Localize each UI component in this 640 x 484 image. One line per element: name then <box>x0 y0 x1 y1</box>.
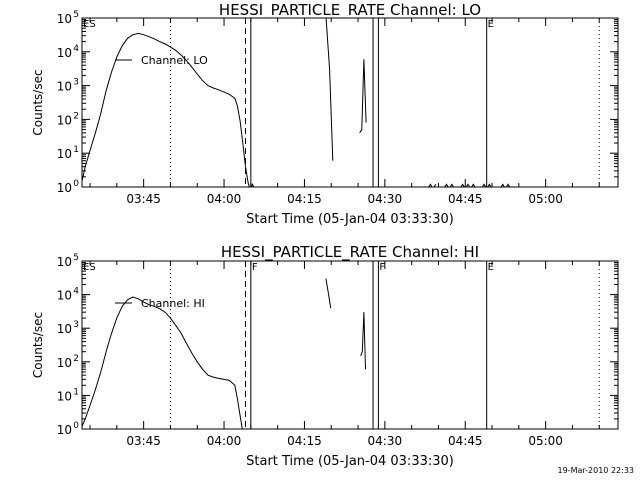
y-tick-exponent: 2 <box>73 111 79 121</box>
y-tick-exponent: 1 <box>73 145 79 155</box>
series-line <box>82 296 243 429</box>
y-axis-label: Counts/sec <box>31 69 45 135</box>
series-line <box>460 183 476 187</box>
event-line-label: E <box>488 19 494 30</box>
event-line-label: F <box>252 262 258 273</box>
legend-label: Channel: LO <box>141 54 208 67</box>
x-tick-label: 05:00 <box>528 192 563 206</box>
y-tick-exponent: 2 <box>73 354 79 364</box>
x-axis-label: Start Time (05-Jan-04 03:33:30) <box>246 212 454 227</box>
series-line <box>500 183 511 187</box>
y-tick-label: 10 <box>57 356 72 370</box>
y-tick-exponent: 5 <box>73 10 79 20</box>
y-axis-label: Counts/sec <box>31 312 45 378</box>
y-tick-exponent: 3 <box>73 78 79 88</box>
x-tick-label: 04:15 <box>287 434 322 448</box>
series-line <box>82 32 255 187</box>
corner-event-label: ES <box>83 19 96 30</box>
x-tick-label: 04:45 <box>448 192 483 206</box>
y-tick-label: 10 <box>57 322 72 336</box>
series-line <box>481 183 492 187</box>
y-tick-label: 10 <box>57 113 72 127</box>
x-tick-label: 04:45 <box>448 434 483 448</box>
x-axis-label: Start Time (05-Jan-04 03:33:30) <box>246 454 454 469</box>
x-tick-label: 03:45 <box>126 192 161 206</box>
timestamp-stamp: 19-Mar-2010 22:33 <box>557 466 635 475</box>
x-tick-label: 04:30 <box>368 192 403 206</box>
x-tick-label: 04:30 <box>368 434 403 448</box>
plot-frame <box>81 17 619 188</box>
x-tick-label: 04:00 <box>207 434 242 448</box>
series-line <box>360 312 366 370</box>
y-tick-label: 10 <box>57 80 72 94</box>
plot-frame <box>81 260 619 430</box>
y-tick-exponent: 0 <box>73 421 79 431</box>
y-tick-exponent: 4 <box>73 287 79 297</box>
series-line <box>444 183 455 187</box>
legend-label: Channel: HI <box>141 297 205 310</box>
y-tick-label: 10 <box>57 181 72 195</box>
y-tick-label: 10 <box>57 255 72 269</box>
chart-title: HESSI_PARTICLE_RATE Channel: LO <box>219 1 481 20</box>
y-tick-label: 10 <box>57 289 72 303</box>
y-tick-exponent: 1 <box>73 387 79 397</box>
corner-event-label: ES <box>83 262 96 273</box>
x-tick-label: 03:45 <box>126 434 161 448</box>
event-line-label: E <box>488 262 494 273</box>
series-line <box>325 278 332 309</box>
y-tick-exponent: 3 <box>73 320 79 330</box>
y-tick-label: 10 <box>57 147 72 161</box>
y-tick-label: 10 <box>57 423 72 437</box>
x-tick-label: 04:00 <box>207 192 242 206</box>
y-tick-label: 10 <box>57 12 72 26</box>
x-tick-label: 05:00 <box>528 434 563 448</box>
event-line-label: F <box>379 262 385 273</box>
y-tick-label: 10 <box>57 389 72 403</box>
x-tick-label: 04:15 <box>287 192 322 206</box>
chart-title: HESSI_PARTICLE_RATE Channel: HI <box>221 243 479 262</box>
series-line <box>359 59 367 134</box>
y-tick-exponent: 0 <box>73 179 79 189</box>
series-line <box>325 18 334 161</box>
series-line <box>428 183 437 187</box>
y-tick-exponent: 4 <box>73 44 79 54</box>
y-tick-label: 10 <box>57 46 72 60</box>
y-tick-exponent: 5 <box>73 253 79 263</box>
